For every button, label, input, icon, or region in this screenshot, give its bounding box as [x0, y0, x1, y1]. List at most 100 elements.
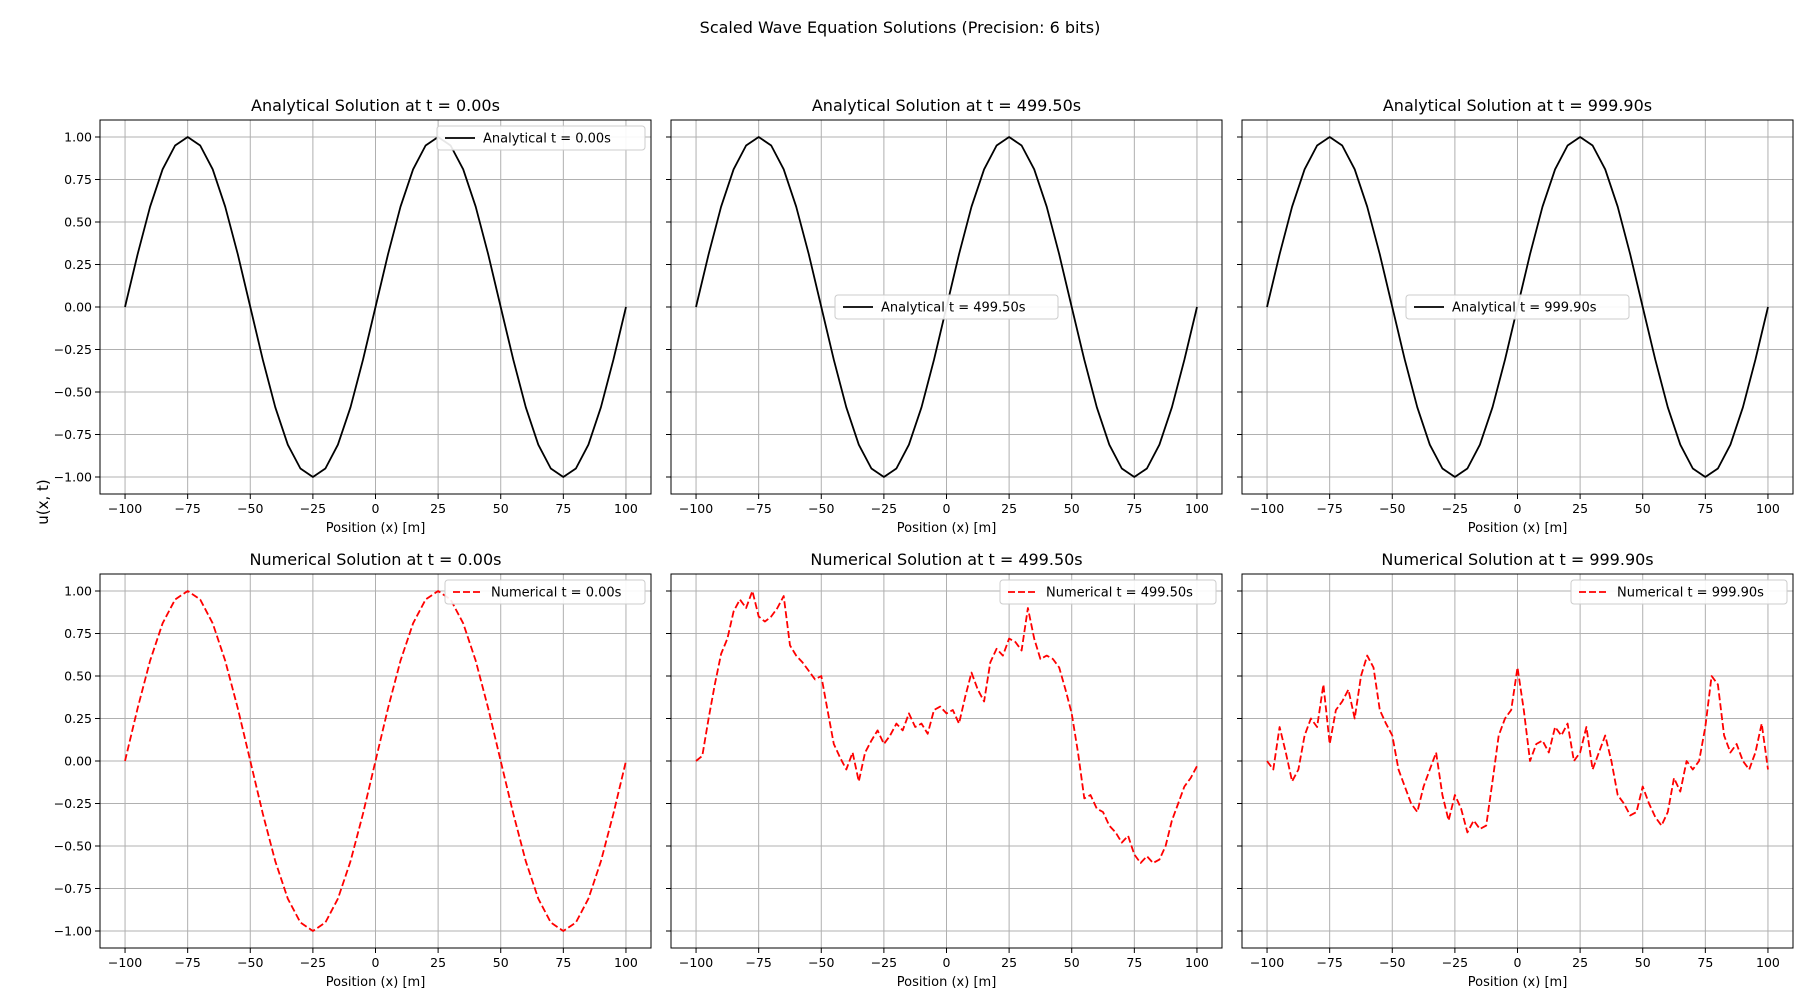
x-tick-label: −50	[808, 955, 834, 970]
x-tick-label: 50	[493, 501, 509, 516]
x-tick-label: 0	[372, 955, 380, 970]
x-tick-label: 100	[1185, 955, 1209, 970]
x-tick-label: −25	[1442, 501, 1468, 516]
x-tick-label: 25	[430, 501, 446, 516]
y-tick-label: −0.50	[54, 839, 92, 854]
y-tick-label: −1.00	[54, 924, 92, 939]
x-tick-label: 50	[493, 955, 509, 970]
legend: Analytical t = 999.90s	[1405, 294, 1630, 320]
x-tick-label: −50	[1379, 955, 1405, 970]
x-tick-label: −25	[1442, 955, 1468, 970]
x-tick-label: −100	[108, 955, 142, 970]
x-tick-label: −75	[174, 955, 200, 970]
legend-label: Numerical t = 499.50s	[1046, 586, 1193, 601]
legend: Numerical t = 0.00s	[444, 579, 646, 605]
subplot-6: −100 −75 −50 −25 0 25 50 75 100 Numerical Solutio…	[1237, 550, 1794, 990]
legend-label: Analytical t = 499.50s	[881, 301, 1026, 316]
y-tick-label: −0.25	[54, 342, 92, 357]
series-line-1	[124, 590, 627, 932]
legend-label: Analytical t = 999.90s	[1452, 301, 1597, 316]
x-tick-label: 75	[555, 501, 571, 516]
x-tick-label: −100	[108, 501, 142, 516]
legend-box	[834, 294, 1059, 320]
x-tick-label: −25	[871, 955, 897, 970]
subplot-3: −100 −75 −50 −25 0 25 50 75 100 Analytical Soluti…	[1237, 96, 1794, 536]
legend: Numerical t = 499.50s	[999, 579, 1217, 605]
x-tick-label: 100	[1756, 501, 1780, 516]
subplot-title: Analytical Solution at t = 499.50s	[812, 96, 1081, 115]
x-tick-label: 25	[430, 955, 446, 970]
y-tick-label: 0.50	[64, 215, 92, 230]
series-line-1	[1266, 654, 1769, 834]
y-tick-label: 1.00	[64, 130, 92, 145]
x-tick-label: 75	[1697, 955, 1713, 970]
x-tick-label: −25	[300, 955, 326, 970]
y-tick-label: −0.25	[54, 796, 92, 811]
legend-box	[1405, 294, 1630, 320]
x-tick-label: −100	[679, 501, 713, 516]
x-tick-label: 75	[555, 955, 571, 970]
x-axis-label: Position (x) [m]	[326, 975, 426, 990]
y-tick-label: −1.00	[54, 470, 92, 485]
x-tick-label: 0	[943, 501, 951, 516]
y-tick-label: 1.00	[64, 584, 92, 599]
legend-label: Analytical t = 0.00s	[483, 132, 611, 147]
subplot-title: Numerical Solution at t = 499.50s	[810, 550, 1082, 569]
x-tick-label: −100	[1250, 955, 1284, 970]
x-tick-label: 25	[1572, 955, 1588, 970]
x-tick-label: 100	[1185, 501, 1209, 516]
x-tick-label: −75	[174, 501, 200, 516]
y-tick-label: −0.75	[54, 427, 92, 442]
x-tick-label: −50	[237, 501, 263, 516]
x-tick-label: 75	[1126, 501, 1142, 516]
x-tick-label: 75	[1126, 955, 1142, 970]
subplot-4: −100 −75 −50 −25 0 25 50 75 100 −1.00 −0.75 −0.50 −0…	[54, 550, 652, 990]
y-tick-label: 0.00	[64, 754, 92, 769]
y-axis-label: u(x, t)	[34, 479, 52, 525]
x-axis-label: Position (x) [m]	[897, 975, 997, 990]
x-tick-label: −75	[745, 955, 771, 970]
subplot-2: −100 −75 −50 −25 0 25 50 75 100 Analytical Soluti…	[666, 96, 1223, 536]
figure-title: Scaled Wave Equation Solutions (Precisio…	[700, 18, 1101, 37]
legend: Analytical t = 499.50s	[834, 294, 1059, 320]
x-tick-label: 0	[1514, 501, 1522, 516]
x-tick-label: −100	[1250, 501, 1284, 516]
x-tick-label: 100	[1756, 955, 1780, 970]
x-axis-label: Position (x) [m]	[1468, 521, 1568, 536]
x-tick-label: 50	[1064, 955, 1080, 970]
legend-label: Numerical t = 999.90s	[1617, 586, 1764, 601]
x-tick-label: 50	[1064, 501, 1080, 516]
x-tick-label: 25	[1001, 955, 1017, 970]
y-tick-label: 0.75	[64, 626, 92, 641]
y-tick-label: −0.50	[54, 385, 92, 400]
x-tick-label: −25	[871, 501, 897, 516]
x-tick-label: 25	[1001, 501, 1017, 516]
legend-label: Numerical t = 0.00s	[491, 586, 622, 601]
legend: Analytical t = 0.00s	[436, 125, 646, 151]
x-tick-label: 0	[1514, 955, 1522, 970]
x-tick-label: 100	[614, 501, 638, 516]
x-tick-label: 100	[614, 955, 638, 970]
subplot-title: Numerical Solution at t = 0.00s	[250, 550, 502, 569]
x-tick-label: −75	[1316, 955, 1342, 970]
y-tick-label: 0.50	[64, 669, 92, 684]
x-tick-label: 0	[943, 955, 951, 970]
legend: Numerical t = 999.90s	[1570, 579, 1788, 605]
subplot-5: −100 −75 −50 −25 0 25 50 75 100 Numerical Solutio…	[666, 550, 1223, 990]
subplot-title: Analytical Solution at t = 999.90s	[1383, 96, 1652, 115]
subplot-1: −100 −75 −50 −25 0 25 50 75 100 −1.00 −0.75 −0.50 −0…	[54, 96, 652, 536]
y-tick-label: 0.25	[64, 711, 92, 726]
x-tick-label: 25	[1572, 501, 1588, 516]
y-tick-label: −0.75	[54, 881, 92, 896]
legend-box	[436, 125, 646, 151]
legend-box	[444, 579, 646, 605]
subplot-title: Analytical Solution at t = 0.00s	[251, 96, 500, 115]
x-tick-label: −75	[745, 501, 771, 516]
subplot-grid: −100 −75 −50 −25 0 25 50 75 100 −1.00 −0.75 −0.50 −0…	[54, 96, 1794, 990]
x-tick-label: −50	[1379, 501, 1405, 516]
y-tick-label: 0.25	[64, 257, 92, 272]
x-tick-label: −75	[1316, 501, 1342, 516]
x-tick-label: −25	[300, 501, 326, 516]
legend-box	[999, 579, 1217, 605]
